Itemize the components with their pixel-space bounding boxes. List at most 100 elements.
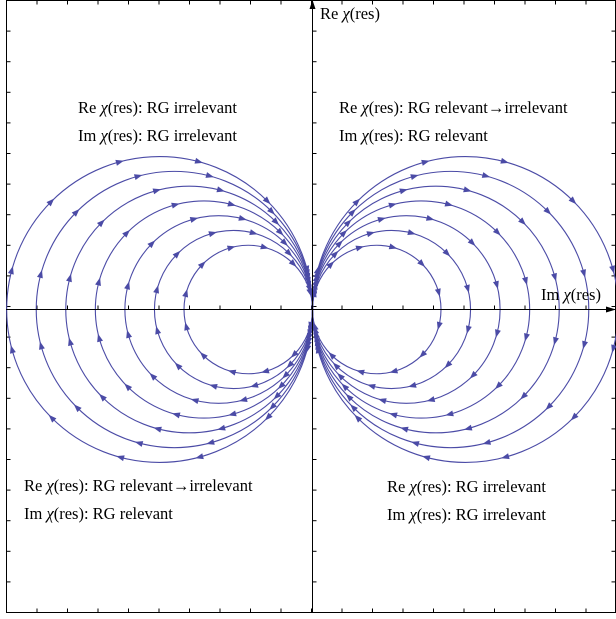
flow-arrow (147, 240, 156, 249)
flow-arrow (343, 219, 352, 228)
flow-arrow (36, 269, 43, 279)
x-axis-arrow (606, 306, 616, 313)
flow-arrow (500, 157, 509, 164)
flow-arrow (388, 202, 397, 209)
flow-arrow (341, 383, 350, 392)
flow-arrow (280, 238, 288, 246)
flow-arrow (153, 285, 160, 294)
flow-arrow (205, 172, 214, 178)
quadrant-label-bottom-right: Re χ(res): RG irrelevant Im χ(res): RG i… (387, 477, 546, 524)
flow-arrow (570, 412, 579, 421)
flow-arrow (417, 259, 426, 267)
flow-arrow (330, 250, 339, 259)
label-line-re: Re χ(res): RG irrelevant (78, 98, 237, 117)
flow-arrow (551, 272, 557, 282)
flow-arrow (149, 373, 158, 381)
flow-arrow (190, 398, 200, 405)
flow-arrow (419, 349, 428, 358)
flow-arrow (68, 337, 74, 347)
flow-arrow (335, 240, 343, 249)
flow-arrow (436, 321, 443, 330)
flow-arrow (261, 367, 270, 374)
flow-arrow (524, 332, 530, 342)
flow-arrow (389, 367, 399, 374)
quadrant-label-bottom-left: Re χ(res): RG relevant→irrelevant Im χ(r… (24, 476, 253, 523)
flow-arrow (71, 208, 80, 217)
flow-arrow (216, 186, 225, 193)
flow-arrow (520, 391, 529, 400)
flow-arrow (172, 250, 181, 259)
flow-arrow (332, 362, 341, 371)
flow-arrow (501, 453, 510, 460)
flow-arrow (407, 229, 416, 236)
flow-arrow (269, 402, 277, 411)
flow-arrow (217, 424, 226, 431)
flow-arrow (445, 410, 454, 417)
flow-arrow (313, 266, 320, 275)
flow-arrow (444, 200, 454, 207)
flow-arrow (303, 265, 310, 274)
flow-arrow (189, 217, 199, 223)
flow-arrow (582, 340, 589, 350)
flow-arrow (580, 269, 586, 278)
flow-arrow (152, 188, 162, 195)
flow-arrow (482, 438, 492, 445)
flow-arrow (171, 202, 180, 209)
flow-arrow (356, 369, 365, 376)
label-line-re: Re χ(res): RG irrelevant (387, 477, 546, 496)
flow-arrow (337, 373, 345, 381)
flow-arrow (543, 206, 552, 215)
flow-arrow (122, 229, 130, 238)
flow-arrow (124, 383, 133, 392)
flow-arrow (116, 455, 125, 462)
flow-arrow (115, 159, 124, 166)
flow-arrow (389, 412, 398, 419)
flow-arrow (39, 341, 45, 350)
label-line-im: Im χ(res): RG relevant (339, 126, 488, 145)
flow-arrow (195, 453, 204, 460)
flow-arrow (425, 214, 435, 221)
flow-arrow (421, 455, 431, 462)
flow-arrow (174, 362, 183, 371)
flow-arrow (238, 214, 247, 221)
flow-arrow (352, 198, 361, 207)
flow-arrow (66, 273, 72, 283)
flow-arrow (182, 289, 189, 298)
flow-arrow (73, 404, 82, 413)
flow-arrow (326, 261, 335, 270)
flow-arrow (495, 329, 501, 338)
flow-arrow (467, 238, 476, 246)
flow-arrow (492, 227, 501, 236)
flow-arrow (226, 245, 236, 252)
flow-arrow (568, 196, 577, 205)
flow-arrow (354, 414, 363, 423)
flow-arrow (290, 349, 299, 358)
flow-arrow (97, 333, 103, 343)
flow-arrow (434, 288, 441, 297)
flow-arrow (184, 322, 191, 331)
flow-arrow (388, 243, 398, 250)
flow-arrow (463, 284, 470, 293)
flow-arrow (277, 381, 286, 390)
flow-arrow (348, 208, 356, 217)
flow-arrow (410, 174, 419, 181)
flow-arrow (286, 360, 295, 369)
flow-arrow (153, 426, 162, 433)
label-line-im: Im χ(res): RG irrelevant (387, 505, 546, 524)
flow-arrow (264, 412, 273, 421)
quadrant-label-top-left: Re χ(res): RG irrelevant Im χ(res): RG i… (78, 98, 237, 145)
flow-arrow (209, 383, 218, 390)
flow-arrow (199, 352, 208, 360)
flow-arrow (194, 157, 204, 164)
quadrant-label-top-right: Re χ(res): RG relevant→irrelevant Im χ(r… (339, 98, 568, 145)
flow-arrow (262, 196, 271, 205)
flow-arrow (206, 438, 215, 445)
flow-arrow (46, 198, 55, 207)
flow-arrow (469, 370, 478, 379)
flow-arrow (288, 259, 297, 267)
flow-arrow (463, 186, 472, 193)
flow-arrow (553, 336, 559, 346)
flow-arrow (305, 344, 312, 353)
flow-arrow (366, 231, 375, 238)
flow-arrow (492, 280, 499, 290)
